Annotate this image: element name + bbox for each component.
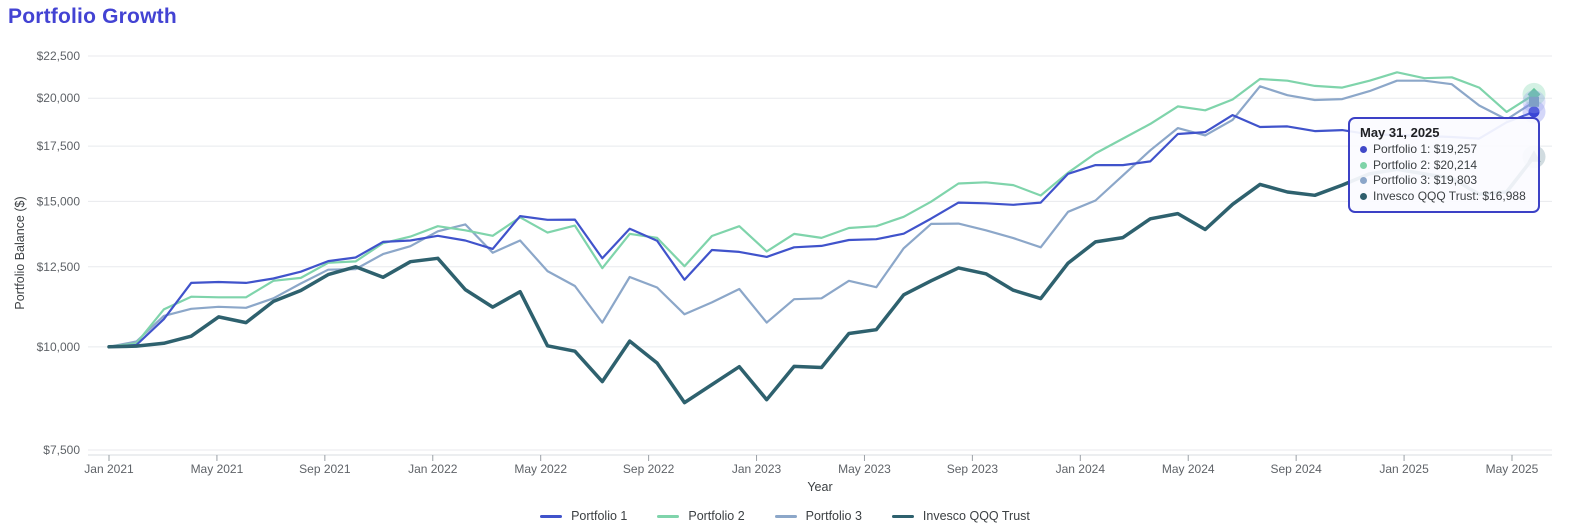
x-tick-label: May 2022 [514, 462, 567, 476]
legend-item-portfolio-2[interactable]: Portfolio 2 [657, 509, 745, 523]
legend-label: Portfolio 2 [688, 509, 745, 523]
legend-swatch-icon [774, 514, 797, 518]
x-tick-label: Jan 2024 [1056, 462, 1106, 476]
y-tick-label: $22,500 [37, 49, 81, 63]
x-tick-label: Sep 2022 [623, 462, 675, 476]
tooltip-item: Portfolio 1: $19,257 [1360, 142, 1528, 158]
chart-legend: Portfolio 1 Portfolio 2 Portfolio 3 Invesco… [0, 509, 1570, 523]
legend-swatch-icon [657, 514, 680, 518]
series-line-portfolio-1[interactable] [107, 110, 1536, 348]
legend-item-portfolio-3[interactable]: Portfolio 3 [774, 509, 862, 523]
y-axis-title: Portfolio Balance ($) [13, 196, 27, 309]
x-axis: Jan 2021 May 2021 Sep 2021 Jan 2022 May 2022… [84, 454, 1552, 476]
y-tick-label: $17,500 [37, 139, 81, 153]
y-tick-label: $12,500 [37, 260, 81, 274]
legend-item-invesco-qqq-trust[interactable]: Invesco QQQ Trust [891, 509, 1030, 523]
series-bullet-icon [1360, 161, 1367, 169]
tooltip-item: Portfolio 2: $20,214 [1360, 158, 1528, 174]
tooltip-date: May 31, 2025 [1360, 125, 1440, 140]
tooltip-item-text: Invesco QQQ Trust: $16,988 [1373, 188, 1526, 203]
tooltip-item-text: Portfolio 1: $19,257 [1373, 142, 1478, 156]
x-tick-label: May 2025 [1486, 462, 1539, 476]
tooltip-item: Portfolio 3: $19,803 [1360, 173, 1528, 189]
x-tick-label: May 2023 [838, 462, 891, 476]
square-marker-icon [1529, 96, 1539, 107]
y-tick-label: $20,000 [37, 91, 81, 105]
legend-swatch-icon [540, 514, 563, 518]
x-tick-label: Sep 2023 [947, 462, 999, 476]
legend-item-portfolio-1[interactable]: Portfolio 1 [540, 509, 627, 523]
tooltip-rows: Portfolio 1: $19,257 Portfolio 2: $20,214… [1360, 142, 1528, 204]
tooltip-item: Invesco QQQ Trust: $16,988 [1360, 189, 1528, 205]
x-tick-label: May 2021 [191, 462, 244, 476]
x-tick-label: May 2024 [1162, 462, 1215, 476]
series-line-invesco-qqq-trust[interactable] [107, 155, 1536, 405]
series-line-portfolio-2[interactable] [107, 71, 1536, 348]
x-axis-title: Year [807, 480, 832, 494]
chart-tooltip: May 31, 2025 Portfolio 1: $19,257 Portfol… [1348, 117, 1540, 213]
circle-marker-icon [1528, 106, 1540, 118]
x-tick-label: Jan 2023 [732, 462, 782, 476]
series-bullet-icon [1360, 146, 1367, 154]
x-tick-label: Jan 2021 [84, 462, 134, 476]
x-tick-label: Sep 2021 [299, 462, 351, 476]
end-marker-square [1522, 90, 1546, 114]
legend-swatch-icon [891, 514, 914, 518]
x-tick-label: Jan 2022 [408, 462, 458, 476]
x-tick-label: Sep 2024 [1270, 462, 1322, 476]
series-bullet-icon [1360, 192, 1367, 200]
tooltip-item-text: Portfolio 2: $20,214 [1373, 157, 1478, 172]
tooltip-item-text: Portfolio 3: $19,803 [1373, 173, 1478, 187]
legend-label: Invesco QQQ Trust [922, 509, 1030, 523]
legend-label: Portfolio 1 [571, 509, 628, 523]
grid-lines: $22,500 $20,000 $17,500 $15,000 $12,500 $10,0… [37, 49, 1552, 457]
page-title: Portfolio Growth [8, 5, 177, 28]
x-tick-label: Jan 2025 [1379, 462, 1429, 476]
series-bullet-icon [1360, 177, 1367, 185]
y-tick-label: $7,500 [43, 443, 80, 457]
y-tick-label: $10,000 [37, 340, 81, 354]
y-tick-label: $15,000 [37, 194, 81, 208]
legend-label: Portfolio 3 [805, 509, 862, 523]
series-line-portfolio-3[interactable] [107, 79, 1536, 348]
